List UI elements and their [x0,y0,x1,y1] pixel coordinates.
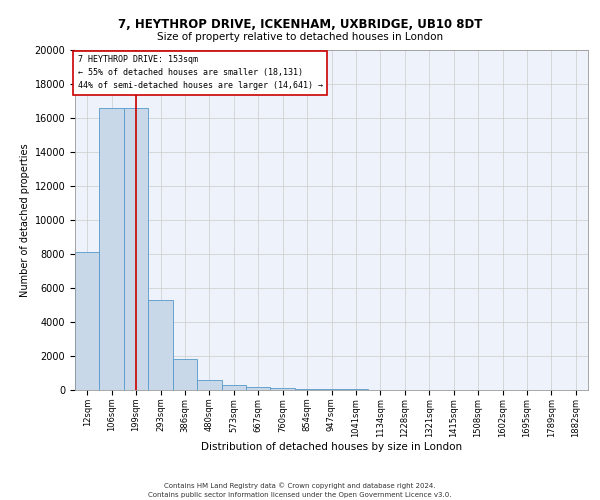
Y-axis label: Number of detached properties: Number of detached properties [20,143,31,297]
Bar [173,360,197,390]
Text: 7, HEYTHROP DRIVE, ICKENHAM, UXBRIDGE, UB10 8DT: 7, HEYTHROP DRIVE, ICKENHAM, UXBRIDGE, U… [118,18,482,30]
Bar [246,386,271,390]
Bar [75,252,100,390]
Bar [124,108,148,390]
Bar [271,388,295,390]
Bar [197,380,221,390]
Text: Size of property relative to detached houses in London: Size of property relative to detached ho… [157,32,443,42]
Text: 7 HEYTHROP DRIVE: 153sqm
← 55% of detached houses are smaller (18,131)
44% of se: 7 HEYTHROP DRIVE: 153sqm ← 55% of detach… [77,55,323,90]
X-axis label: Distribution of detached houses by size in London: Distribution of detached houses by size … [201,442,462,452]
Bar [221,385,246,390]
Bar [148,300,173,390]
Bar [319,389,344,390]
Bar [295,389,319,390]
Bar [100,108,124,390]
Text: Contains HM Land Registry data © Crown copyright and database right 2024.
Contai: Contains HM Land Registry data © Crown c… [148,482,452,498]
